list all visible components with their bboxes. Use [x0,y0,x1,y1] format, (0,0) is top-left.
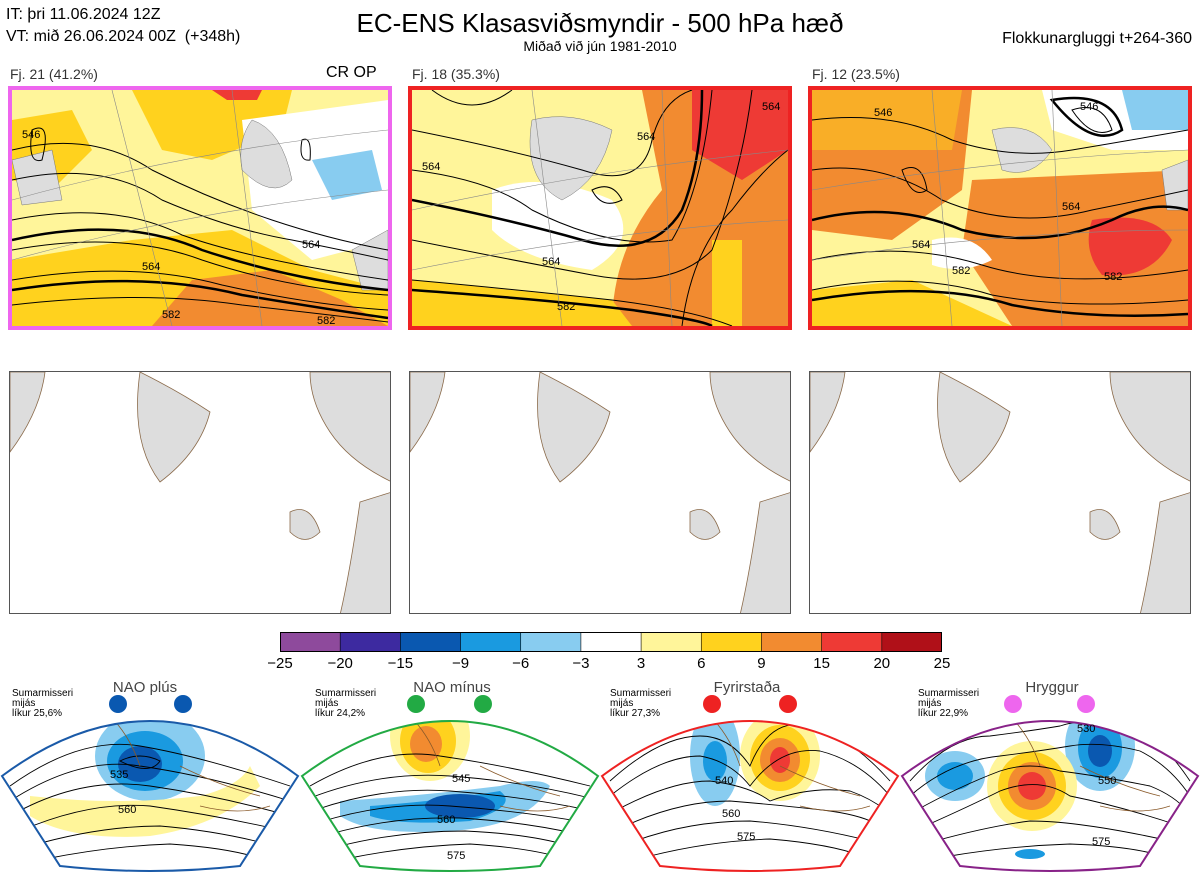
colorbar-tick-label: −6 [512,655,530,672]
regime-probability: líkur 24,2% [315,708,365,719]
cluster-3-contour-label: 546 [1080,101,1098,113]
regime-ridge-dot [1077,695,1095,713]
regime-ridge-title: Hryggur [1025,679,1078,696]
regime-contour-label: 560 [437,814,455,826]
colorbar-cell [640,631,703,653]
colorbar-tick-label: −25 [267,655,293,672]
page-subtitle: Miðað við jún 1981-2010 [523,38,677,54]
regime-nao-plus-title: NAO plús [113,679,177,696]
blank-map-3 [809,371,1191,614]
regime-blocking-dot [779,695,797,713]
colorbar [279,631,943,653]
cluster-1-contour-label: 564 [302,239,320,251]
cluster-2-contour-label: 564 [422,161,440,173]
classification-window: Flokkunargluggi t+264-360 [1002,30,1192,47]
regime-blocking-title: Fyrirstaða [714,679,781,696]
colorbar-cell [700,631,763,653]
colorbar-tick-label: 9 [757,655,766,672]
regime-note: mijás [918,698,941,709]
cluster-2-contour-label: 564 [762,101,780,113]
cluster-3-label: Fj. 12 (23.5%) [812,66,900,82]
colorbar-cell [881,631,943,653]
colorbar-tick-label: 15 [813,655,830,672]
colorbar-tick-label: −20 [327,655,353,672]
regime-nao-plus-dot [109,695,127,713]
regime-nao-minus-title: NAO mínus [413,679,491,696]
colorbar-tick-label: −15 [387,655,414,672]
regime-nao-minus-dot [407,695,425,713]
cluster-2-contour-label: 582 [557,301,575,313]
colorbar-cell [761,631,823,653]
colorbar-tick-label: 6 [697,655,706,672]
valid-time: VT: mið 26.06.2024 00Z (+348h) [6,28,241,45]
regime-nao-minus-dot [474,695,492,713]
regime-contour-label: 550 [1098,775,1116,787]
cluster-1-extra: CR OP [326,64,377,81]
regime-blocking: Fyrirstaða Sumarmisseri mijás líkur 27,3… [600,676,900,872]
colorbar-cell [339,631,402,653]
regime-contour-label: 575 [737,831,755,843]
header-info: IT: þri 11.06.2024 12Z VT: mið 26.06.2024… [6,4,240,48]
regime-contour-label: 575 [447,850,465,862]
regime-probability: líkur 27,3% [610,708,660,719]
cluster-3-contour-label: 546 [874,107,892,119]
cluster-1-label: Fj. 21 (41.2%) [10,66,98,82]
cluster-1-contour-label: 582 [162,309,180,321]
blank-map-2 [409,371,791,614]
colorbar-cell [460,631,522,653]
regime-contour-label: 545 [452,773,470,785]
initial-time: IT: þri 11.06.2024 12Z [6,6,161,23]
regime-contour-label: 540 [715,775,733,787]
regime-note: Sumarmisseri [918,688,979,699]
cluster-2-label: Fj. 18 (35.3%) [412,66,500,82]
cluster-2-contour-label: 564 [542,256,560,268]
regime-note: Sumarmisseri [315,688,376,699]
cluster-2-contour-label: 564 [637,131,655,143]
regime-contour-label: 560 [722,808,740,820]
colorbar-tick-label: 3 [636,655,646,672]
colorbar-tick-label: −3 [572,655,590,672]
regime-note: mijás [610,698,633,709]
cluster-1-contour-label: 582 [317,315,335,326]
regime-contour-label: 535 [110,769,128,781]
cluster-3-contour-label: 564 [1062,201,1080,213]
regime-contour-label: 560 [118,804,136,816]
regime-note: mijás [315,698,338,709]
regime-note: mijás [12,698,35,709]
blank-map-1 [9,371,391,614]
regime-nao-plus-dot [174,695,192,713]
regime-note: Sumarmisseri [610,688,671,699]
colorbar-tick-label: 20 [873,655,891,672]
regime-ridge-dot [1004,695,1022,713]
regime-probability: líkur 25,6% [12,708,62,719]
colorbar-tick-label: 25 [933,655,951,672]
colorbar-cell [821,631,883,653]
cluster-3-contour-label: 564 [912,239,930,251]
colorbar-cell [580,631,642,653]
cluster-1-map: 546 564 582 582 564 [8,86,392,330]
regime-note: Sumarmisseri [12,688,73,699]
cluster-3-map: 546 546 564 582 564 582 [808,86,1192,330]
cluster-1-contour-label: 546 [22,129,40,141]
colorbar-cell [520,631,582,653]
regime-contour-label: 530 [1077,723,1095,735]
colorbar-cell [279,631,341,653]
cluster-2-map: 564 564 582 564 564 [408,86,792,330]
regime-ridge: Hryggur Sumarmisseri mijás líkur 22,9% 5… [900,676,1200,872]
regime-contour-label: 575 [1092,836,1110,848]
page-title: EC-ENS Klasasviðsmyndir - 500 hPa hæð [356,8,844,38]
colorbar-cell [400,631,462,653]
regime-nao-minus: NAO mínus Sumarmisseri mijás líkur 24,2%… [300,676,600,872]
cluster-3-contour-label: 582 [1104,271,1122,283]
regime-blocking-dot [703,695,721,713]
cluster-3-contour-label: 582 [952,265,970,277]
colorbar-ticks: −25 −20 −15 −9 −6 −3 3 6 9 15 20 25 [267,655,950,675]
cluster-1-contour-label: 564 [142,261,160,273]
colorbar-tick-label: −9 [451,655,470,672]
regime-probability: líkur 22,9% [918,708,968,719]
regime-nao-plus: NAO plús Sumarmisseri mijás líkur 25,6% … [0,676,300,872]
